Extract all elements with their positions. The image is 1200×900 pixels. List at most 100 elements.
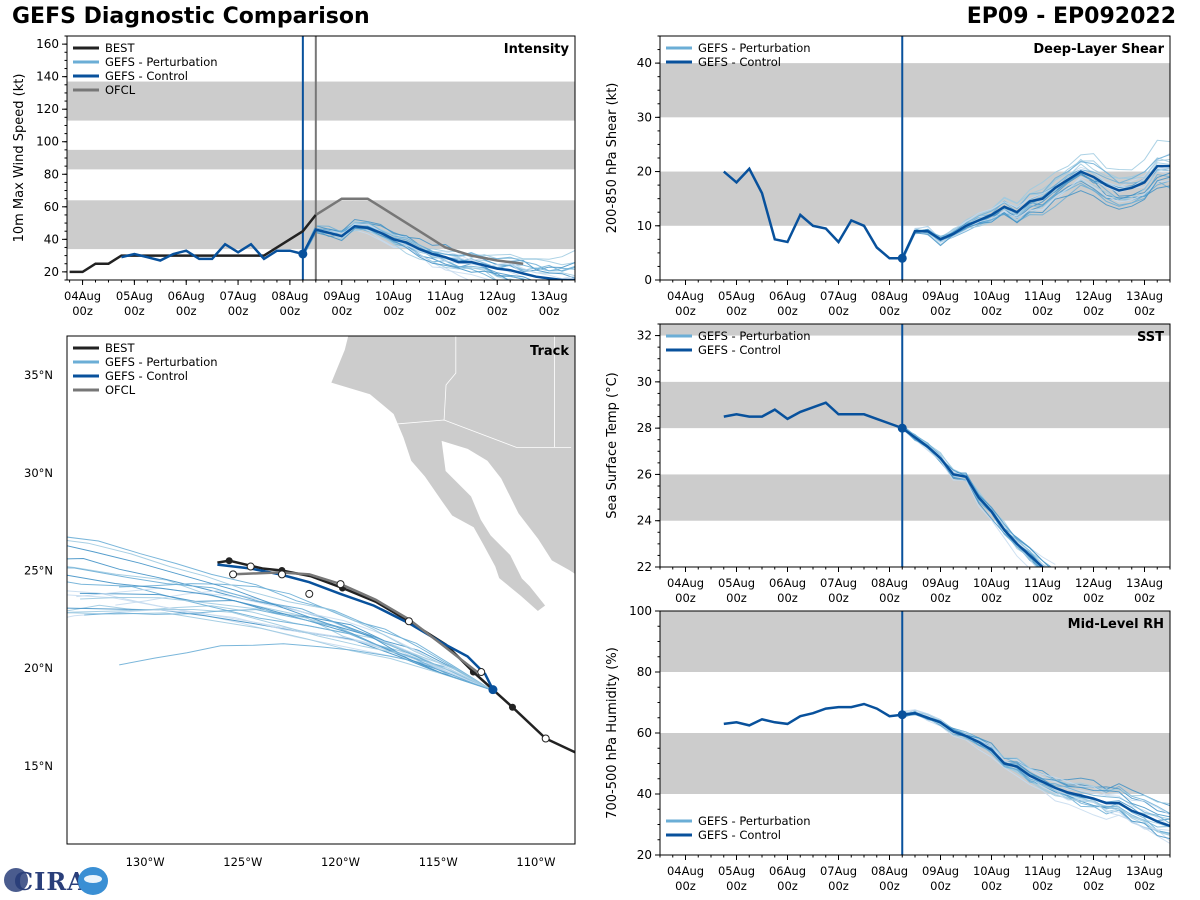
y-tick-label: 30: [637, 375, 652, 389]
shaded-band-0: [660, 733, 1170, 794]
x-tick-label: 08Aug: [271, 289, 308, 303]
legend-label: OFCL: [105, 383, 136, 397]
legend-label: GEFS - Control: [105, 69, 188, 83]
x-tick-label-hour: 00z: [1083, 879, 1104, 893]
x-tick-label: 06Aug: [769, 289, 806, 303]
forecast-point-marker: [246, 562, 255, 571]
y-tick-label: 15°N: [24, 759, 53, 773]
x-tick-label-hour: 00z: [981, 591, 1002, 605]
x-tick-label: 11Aug: [1024, 289, 1061, 303]
y-tick-label: 32: [637, 329, 652, 343]
x-tick-label: 07Aug: [820, 576, 857, 590]
land-mass: [330, 336, 575, 613]
forecast-point-marker: [404, 617, 413, 626]
x-tick-label: 06Aug: [168, 289, 205, 303]
y-tick-label: 30°N: [24, 466, 53, 480]
figure-title: GEFS Diagnostic Comparison: [12, 4, 370, 29]
legend-label: GEFS - Perturbation: [698, 329, 811, 343]
x-tick-label: 05Aug: [718, 576, 755, 590]
x-tick-label-hour: 00z: [72, 304, 93, 318]
partner-logo-icon: [78, 867, 108, 895]
y-tick-label: 35°N: [24, 368, 53, 382]
x-tick-label-hour: 00z: [1134, 591, 1155, 605]
perturbation-track-11: [79, 592, 492, 691]
x-tick-label: 10Aug: [973, 576, 1010, 590]
y-tick-label: 160: [36, 37, 59, 51]
panel-shear: 01020304004Aug00z05Aug00z06Aug00z07Aug00…: [605, 35, 1171, 318]
cira-globe-icon: [4, 868, 28, 892]
x-tick-label: 125°W: [223, 855, 262, 869]
x-tick-label: 08Aug: [871, 576, 908, 590]
perturbation-track-14: [76, 587, 492, 691]
x-tick-label: 07Aug: [820, 864, 857, 878]
shaded-band-0: [660, 474, 1170, 521]
shaded-band-1: [660, 381, 1170, 429]
x-tick-label-hour: 00z: [777, 591, 798, 605]
x-tick-label-hour: 00z: [487, 304, 508, 318]
plot-area: [660, 611, 1170, 855]
x-tick-label-hour: 00z: [1083, 304, 1104, 318]
x-tick-label: 13Aug: [531, 289, 568, 303]
shaded-band-1: [660, 63, 1170, 118]
panel-sst: 22242628303204Aug00z05Aug00z06Aug00z07Au…: [605, 323, 1171, 605]
y-tick-label: 140: [36, 70, 59, 84]
legend-label: BEST: [105, 341, 135, 355]
forecast-point-marker: [541, 734, 550, 743]
x-tick-label-hour: 00z: [280, 304, 301, 318]
x-tick-label-hour: 00z: [331, 304, 352, 318]
panel-title: Track: [530, 344, 569, 359]
x-tick-label-hour: 00z: [1032, 591, 1053, 605]
x-tick-label: 05Aug: [116, 289, 153, 303]
x-tick-label: 09Aug: [922, 864, 959, 878]
x-tick-label: 05Aug: [718, 864, 755, 878]
border-line: [397, 419, 572, 448]
x-tick-label-hour: 00z: [981, 879, 1002, 893]
state-line: [443, 336, 457, 421]
shaded-band-2: [67, 81, 575, 121]
x-tick-label-hour: 00z: [675, 591, 696, 605]
panel-intensity: 2040608010012014016004Aug00z05Aug00z06Au…: [12, 35, 576, 318]
track-best: [217, 559, 575, 754]
x-tick-label-hour: 00z: [777, 879, 798, 893]
x-tick-label-hour: 00z: [777, 304, 798, 318]
y-axis-label: 700-500 hPa Humidity (%): [605, 647, 620, 819]
x-tick-label: 08Aug: [871, 864, 908, 878]
plot-area: [67, 36, 575, 280]
legend-label: GEFS - Control: [698, 828, 781, 842]
init-point-marker: [897, 423, 907, 433]
series-gefs-control: [723, 702, 1170, 828]
y-tick-label: 26: [637, 467, 652, 481]
perturbation-member-18: [901, 177, 1170, 261]
perturbation-track-21: [84, 609, 492, 691]
y-tick-label: 40: [44, 232, 59, 246]
x-tick-label: 120°W: [321, 855, 360, 869]
x-tick-label: 04Aug: [667, 864, 704, 878]
x-tick-label: 04Aug: [64, 289, 101, 303]
x-tick-label: 10Aug: [973, 289, 1010, 303]
y-tick-label: 40: [637, 56, 652, 70]
x-tick-label: 09Aug: [922, 576, 959, 590]
perturbation-track-8: [67, 612, 492, 691]
legend-label: OFCL: [105, 83, 136, 97]
init-point-marker: [298, 249, 308, 259]
x-tick-label-hour: 00z: [879, 879, 900, 893]
x-tick-label: 130°W: [126, 855, 165, 869]
x-tick-label: 06Aug: [769, 576, 806, 590]
y-tick-label: 40: [637, 787, 652, 801]
perturbation-track-1: [67, 536, 492, 691]
x-tick-label: 09Aug: [922, 289, 959, 303]
y-tick-label: 60: [637, 726, 652, 740]
y-tick-label: 80: [637, 665, 652, 679]
x-tick-label: 04Aug: [667, 576, 704, 590]
x-tick-label: 10Aug: [973, 864, 1010, 878]
series-best: [69, 214, 317, 274]
x-tick-label: 12Aug: [1075, 289, 1112, 303]
init-point-marker: [897, 253, 907, 263]
x-tick-label: 09Aug: [323, 289, 360, 303]
cira-logo: CIRA: [4, 865, 114, 897]
x-tick-label: 12Aug: [1075, 864, 1112, 878]
plot-area: [660, 324, 1170, 567]
y-tick-label: 60: [44, 200, 59, 214]
